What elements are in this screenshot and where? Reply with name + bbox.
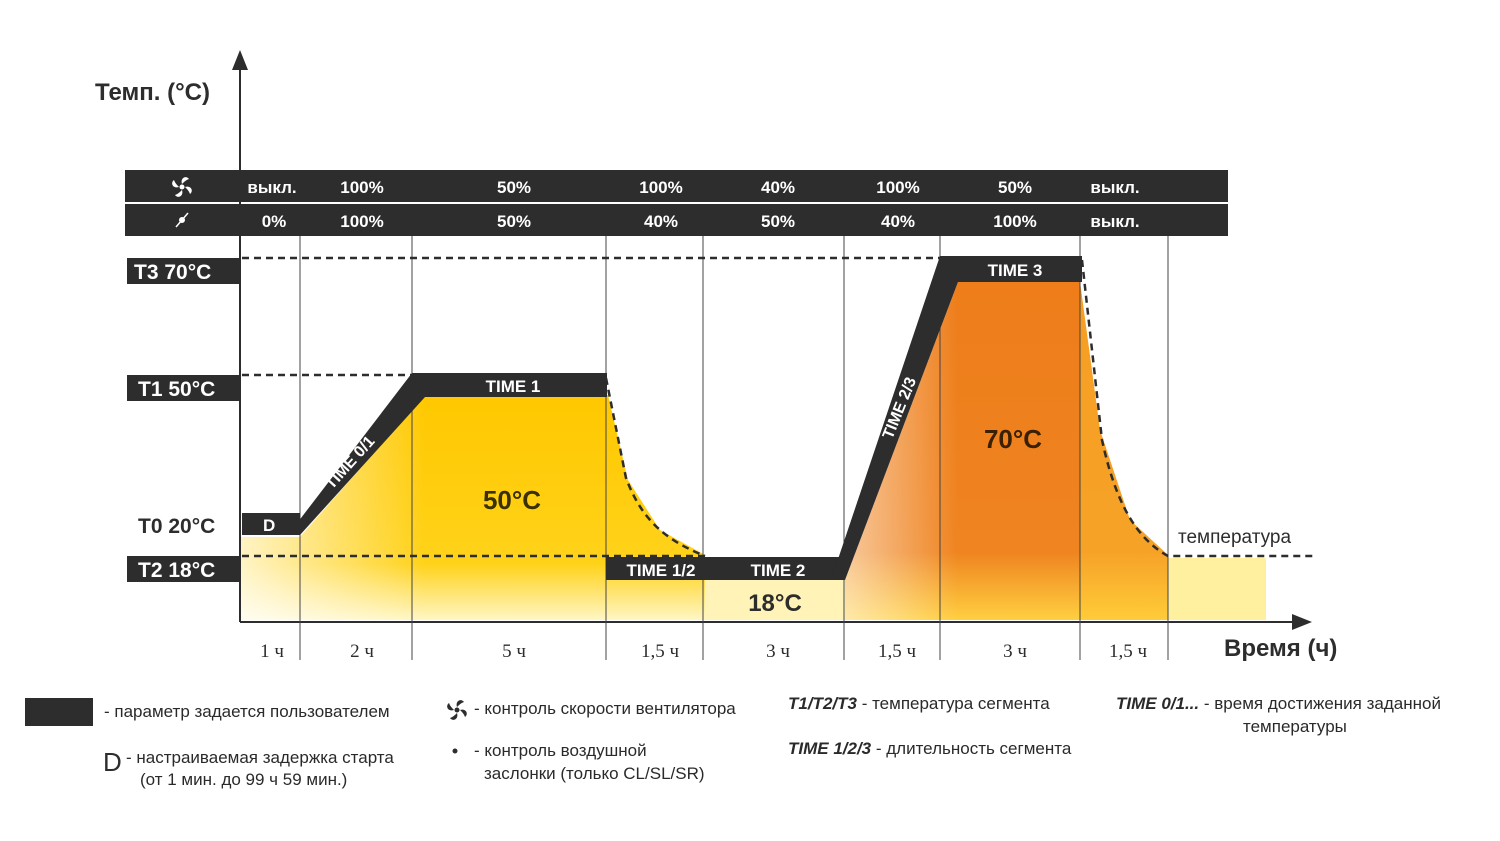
y-axis-label: Темп. (°C) <box>95 79 210 106</box>
t3-marker <box>127 258 240 284</box>
x-axis-arrow <box>1292 614 1312 630</box>
time1-bar <box>412 373 607 397</box>
t2-label: T2 18°C <box>138 559 215 582</box>
segment-duration: 5 ч <box>502 641 526 662</box>
legend-fan-icon <box>447 700 467 720</box>
reference-lines <box>242 256 1315 558</box>
legend-time-reach-key: TIME 0/1... <box>1116 694 1200 713</box>
damper-cell: 50% <box>761 212 795 231</box>
segment-duration: 3 ч <box>1003 641 1027 662</box>
fan-icon <box>172 177 192 197</box>
fan-cell: 100% <box>876 178 919 197</box>
segment-duration: 2 ч <box>350 641 374 662</box>
t3-label: T3 70°C <box>134 261 211 284</box>
segment-durations: 1 ч 2 ч 5 ч 1,5 ч 3 ч 1,5 ч 3 ч 1,5 ч <box>260 641 1147 662</box>
y-axis-arrow <box>232 50 248 70</box>
legend-damper-icon <box>452 748 458 754</box>
segment-duration: 1,5 ч <box>641 641 680 662</box>
segment-gridlines <box>299 236 1169 660</box>
time2-bar <box>703 557 845 580</box>
legend-t-row: T1/T2/T3 - температура сегмента <box>788 694 1050 714</box>
legend-delay-line2: (от 1 мин. до 99 ч 59 мин.) <box>140 770 348 789</box>
legend-time-reach-line1: - время достижения заданной <box>1203 694 1441 713</box>
damper-cell: 100% <box>993 212 1036 231</box>
legend-time-reach-line2: температуры <box>1243 717 1347 736</box>
t2-marker <box>127 556 240 582</box>
curve-label: температура <box>1178 527 1291 548</box>
legend-t-desc: - температура сегмента <box>856 694 1050 713</box>
fan-cell: 100% <box>340 178 383 197</box>
temperature-fill <box>240 282 1266 620</box>
temperature-markers: T3 70°C T1 50°C T0 20°C T2 18°C <box>127 258 240 582</box>
legend-delay-line1: - настраиваемая задержка старта <box>126 748 394 767</box>
fan-cell: выкл. <box>1090 178 1139 197</box>
delay-label: D <box>263 516 275 535</box>
damper-cell: 100% <box>340 212 383 231</box>
segment-duration: 1,5 ч <box>1109 641 1148 662</box>
legend-user-param: - параметр задается пользователем <box>104 702 390 721</box>
damper-cell: 40% <box>881 212 915 231</box>
segment-duration: 1,5 ч <box>878 641 917 662</box>
x-axis-label: Время (ч) <box>1224 635 1337 662</box>
time12-bar <box>606 557 704 580</box>
delay-block <box>242 513 300 535</box>
damper-cell: выкл. <box>1090 212 1139 231</box>
control-table: выкл. 100% 50% 100% 40% 100% 50% выкл. 0… <box>125 170 1228 236</box>
time12-label: TIME 1/2 <box>627 561 696 580</box>
t0-label: T0 20°C <box>138 515 215 538</box>
segment-duration: 3 ч <box>766 641 790 662</box>
fan-cell: 40% <box>761 178 795 197</box>
fan-cell: 100% <box>639 178 682 197</box>
legend-fan-desc: - контроль скорости вентилятора <box>474 699 736 718</box>
time1-label: TIME 1 <box>486 377 541 396</box>
time01-ramp <box>288 373 425 535</box>
t1-label: T1 50°C <box>138 378 215 401</box>
legend-damper-line2: заслонки (только CL/SL/SR) <box>484 764 705 783</box>
user-param-swatch <box>25 698 93 726</box>
time23-ramp <box>831 256 958 580</box>
legend-time-reach-row: TIME 0/1... - время достижения заданной <box>1116 694 1441 714</box>
damper-cell: 50% <box>497 212 531 231</box>
legend-time-seg-desc: - длительность сегмента <box>871 739 1072 758</box>
fan-cell: выкл. <box>247 178 296 197</box>
program-profile <box>242 256 1082 580</box>
legend-t-key: T1/T2/T3 <box>788 694 857 713</box>
delay-legend-letter: D <box>103 747 122 777</box>
time3-label: TIME 3 <box>988 261 1043 280</box>
time2-label: TIME 2 <box>751 561 806 580</box>
legend-damper-line1: - контроль воздушной <box>474 741 647 760</box>
temp18-label: 18°C <box>748 590 802 617</box>
legend-time-seg-key: TIME 1/2/3 <box>788 739 872 758</box>
t1-marker <box>127 375 240 401</box>
time3-bar <box>940 256 1082 282</box>
damper-cell: 40% <box>644 212 678 231</box>
fan-cell: 50% <box>497 178 531 197</box>
temp50-label: 50°C <box>483 485 541 515</box>
axes <box>232 50 1312 630</box>
damper-cell: 0% <box>262 212 287 231</box>
fan-cell: 50% <box>998 178 1032 197</box>
legend: D <box>25 698 467 777</box>
segment-duration: 1 ч <box>260 641 284 662</box>
legend-time-seg-row: TIME 1/2/3 - длительность сегмента <box>788 739 1071 759</box>
temp70-label: 70°C <box>984 424 1042 454</box>
area-labels: 50°C 18°C 70°C <box>483 424 1042 617</box>
damper-icon <box>175 212 189 228</box>
